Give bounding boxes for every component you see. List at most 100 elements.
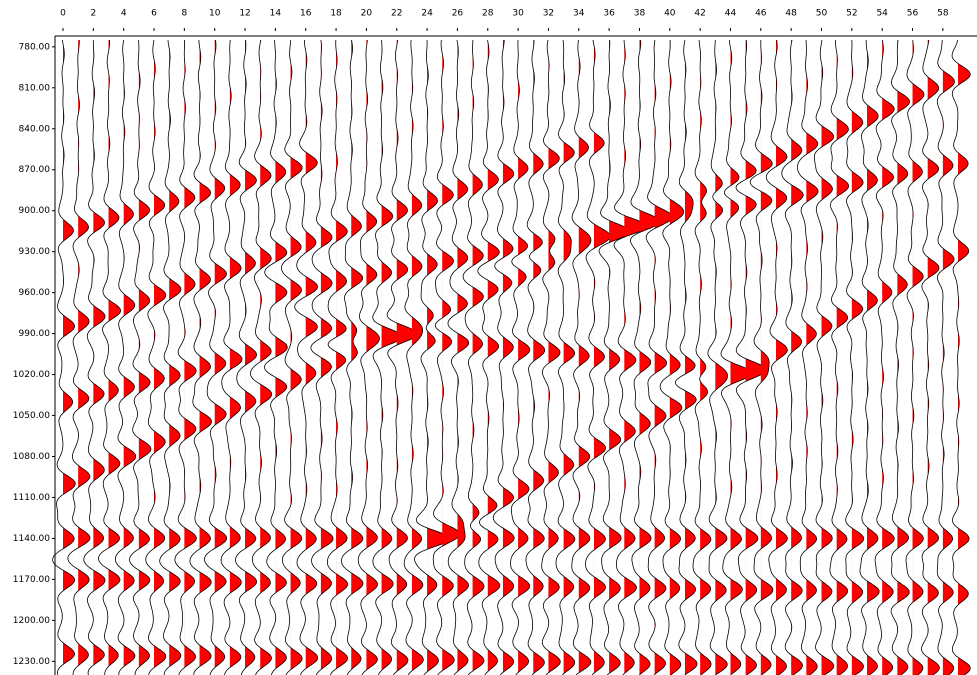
x-tick-label: 56 xyxy=(907,9,919,19)
trace xyxy=(204,39,228,675)
x-tick-label: 36 xyxy=(603,9,615,19)
y-tick-label: 840.00 xyxy=(19,124,51,134)
x-tick-label: 2 xyxy=(90,9,96,19)
trace-fill xyxy=(229,40,242,675)
y-tick-label: 900.00 xyxy=(19,206,51,216)
x-tick-label: 6 xyxy=(151,9,157,19)
trace xyxy=(477,39,501,675)
trace xyxy=(720,39,753,675)
trace-fill xyxy=(351,40,363,675)
x-tick-label: 22 xyxy=(391,9,402,19)
y-tick-label: 780.00 xyxy=(19,42,51,52)
trace xyxy=(951,39,971,675)
trace xyxy=(797,40,819,675)
trace xyxy=(905,39,925,675)
y-tick-label: 1230.00 xyxy=(13,657,50,667)
trace-fill xyxy=(912,40,924,675)
trace xyxy=(707,39,729,675)
trace xyxy=(357,39,380,675)
trace xyxy=(386,39,418,675)
trace xyxy=(447,39,470,675)
x-tick-label: 0 xyxy=(60,9,66,19)
trace-fill xyxy=(472,40,484,675)
y-tick-label: 1170.00 xyxy=(13,575,50,585)
trace xyxy=(403,39,424,675)
trace xyxy=(510,40,531,675)
x-tick-label: 12 xyxy=(239,9,250,19)
trace xyxy=(874,39,895,675)
trace xyxy=(659,40,685,675)
trace xyxy=(98,39,122,675)
trace xyxy=(83,39,106,675)
trace-fill xyxy=(654,40,673,675)
trace xyxy=(220,39,243,675)
trace-fill xyxy=(518,40,530,675)
trace xyxy=(327,40,349,675)
x-tick-label: 40 xyxy=(664,9,676,19)
x-tick-label: 46 xyxy=(755,9,767,19)
trace-fill xyxy=(639,40,660,675)
x-tick-label: 16 xyxy=(300,9,312,19)
trace-fill xyxy=(669,40,684,675)
x-tick-label: 44 xyxy=(725,9,737,19)
trace xyxy=(145,39,167,675)
trace xyxy=(829,40,850,675)
x-tick-label: 4 xyxy=(121,9,127,19)
y-tick-label: 1140.00 xyxy=(13,534,50,544)
trace-fill xyxy=(442,40,460,675)
x-tick-label: 8 xyxy=(181,9,187,19)
trace xyxy=(890,39,911,675)
y-tick-label: 1050.00 xyxy=(13,411,50,421)
x-tick-label: 54 xyxy=(876,9,888,19)
trace xyxy=(630,39,661,675)
x-tick-label: 14 xyxy=(270,9,282,19)
y-tick-label: 930.00 xyxy=(19,247,51,257)
trace xyxy=(294,40,318,675)
trace xyxy=(555,39,576,675)
trace-fill xyxy=(958,40,971,675)
trace-fill xyxy=(336,40,348,675)
trace xyxy=(674,39,698,675)
x-tick-label: 24 xyxy=(421,9,433,19)
trace xyxy=(859,40,880,675)
trace-fill xyxy=(609,40,630,675)
trace-fill xyxy=(563,40,575,675)
trace-fill xyxy=(290,40,303,675)
x-tick-label: 18 xyxy=(330,9,342,19)
x-tick-label: 32 xyxy=(543,9,554,19)
trace xyxy=(52,39,76,675)
y-tick-label: 1110.00 xyxy=(13,493,50,503)
trace-fill xyxy=(548,40,561,675)
trace-fill xyxy=(533,40,545,675)
trace-fill xyxy=(897,40,910,675)
trace xyxy=(462,39,485,675)
trace-fill xyxy=(942,40,955,675)
y-tick-label: 1200.00 xyxy=(13,616,50,626)
trace xyxy=(372,39,403,675)
trace xyxy=(735,39,767,675)
y-tick-label: 1080.00 xyxy=(13,452,50,462)
trace xyxy=(174,40,197,675)
y-tick-label: 1020.00 xyxy=(13,370,50,380)
trace-fill xyxy=(593,40,611,675)
trace xyxy=(159,39,182,675)
trace xyxy=(115,39,137,675)
trace xyxy=(414,39,450,675)
trace xyxy=(264,40,288,675)
trace-fill xyxy=(154,40,166,675)
traces xyxy=(52,39,971,675)
trace xyxy=(541,39,561,675)
trace xyxy=(189,40,212,675)
x-tick-label: 28 xyxy=(482,9,494,19)
x-tick-label: 38 xyxy=(634,9,646,19)
trace xyxy=(341,39,364,675)
trace xyxy=(492,40,515,675)
x-tick-label: 50 xyxy=(816,9,828,19)
y-tick-label: 810.00 xyxy=(19,83,51,93)
trace xyxy=(813,39,835,675)
trace-fill xyxy=(275,40,288,675)
x-tick-label: 10 xyxy=(209,9,221,19)
trace xyxy=(781,39,804,675)
trace xyxy=(310,39,334,675)
